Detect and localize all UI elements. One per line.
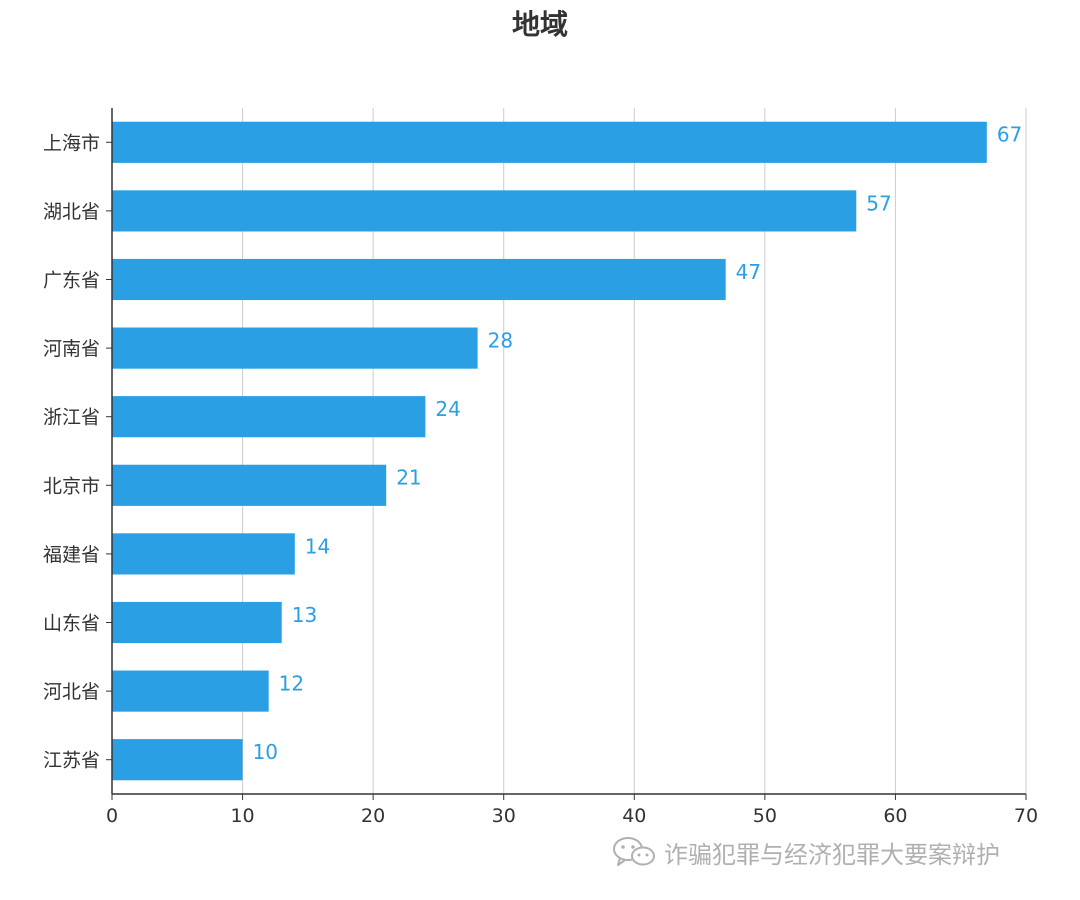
data-label: 67 xyxy=(997,123,1022,147)
x-tick-label: 50 xyxy=(753,805,777,827)
chart-title: 地域 xyxy=(512,8,568,41)
bar xyxy=(112,190,857,232)
bar xyxy=(112,121,987,163)
bar xyxy=(112,739,243,781)
wechat-icon xyxy=(612,835,656,869)
bar xyxy=(112,533,295,575)
labels: 0 10 20 30 40 50 60 70 上海市 67 湖北省 57 广东省 47 河南省 28 浙江省 24… xyxy=(43,123,1038,827)
data-label: 12 xyxy=(279,672,304,696)
bar xyxy=(112,327,478,369)
category-label: 上海市 xyxy=(43,132,100,154)
data-label: 14 xyxy=(305,534,330,558)
bar xyxy=(112,464,387,506)
bars xyxy=(112,121,987,781)
watermark-text: 诈骗犯罪与经济犯罪大要案辩护 xyxy=(664,840,1000,869)
category-label: 山东省 xyxy=(43,613,100,635)
bar xyxy=(112,396,426,438)
category-label: 河北省 xyxy=(43,681,100,703)
axes xyxy=(106,108,1027,800)
data-label: 57 xyxy=(866,191,891,215)
bar xyxy=(112,601,282,644)
category-label: 湖北省 xyxy=(43,201,100,223)
x-tick-label: 10 xyxy=(230,805,254,827)
x-tick-label: 0 xyxy=(106,805,118,827)
data-label: 21 xyxy=(396,466,421,490)
watermark: 诈骗犯罪与经济犯罪大要案辩护 xyxy=(612,832,1000,872)
x-tick-label: 60 xyxy=(883,805,907,827)
data-label: 24 xyxy=(435,397,460,421)
x-tick-label: 70 xyxy=(1014,805,1038,827)
category-label: 浙江省 xyxy=(43,407,100,429)
category-label: 福建省 xyxy=(43,544,100,566)
data-label: 13 xyxy=(292,603,317,627)
category-label: 河南省 xyxy=(43,338,100,360)
category-label: 江苏省 xyxy=(43,750,100,772)
bar xyxy=(112,258,726,301)
x-tick-label: 40 xyxy=(622,805,646,827)
category-label: 广东省 xyxy=(43,270,100,292)
data-label: 47 xyxy=(736,260,761,284)
x-tick-label: 30 xyxy=(492,805,516,827)
category-label: 北京市 xyxy=(43,475,100,497)
data-label: 28 xyxy=(488,329,513,353)
x-tick-label: 20 xyxy=(361,805,385,827)
data-label: 10 xyxy=(253,740,278,764)
bar xyxy=(112,670,269,712)
